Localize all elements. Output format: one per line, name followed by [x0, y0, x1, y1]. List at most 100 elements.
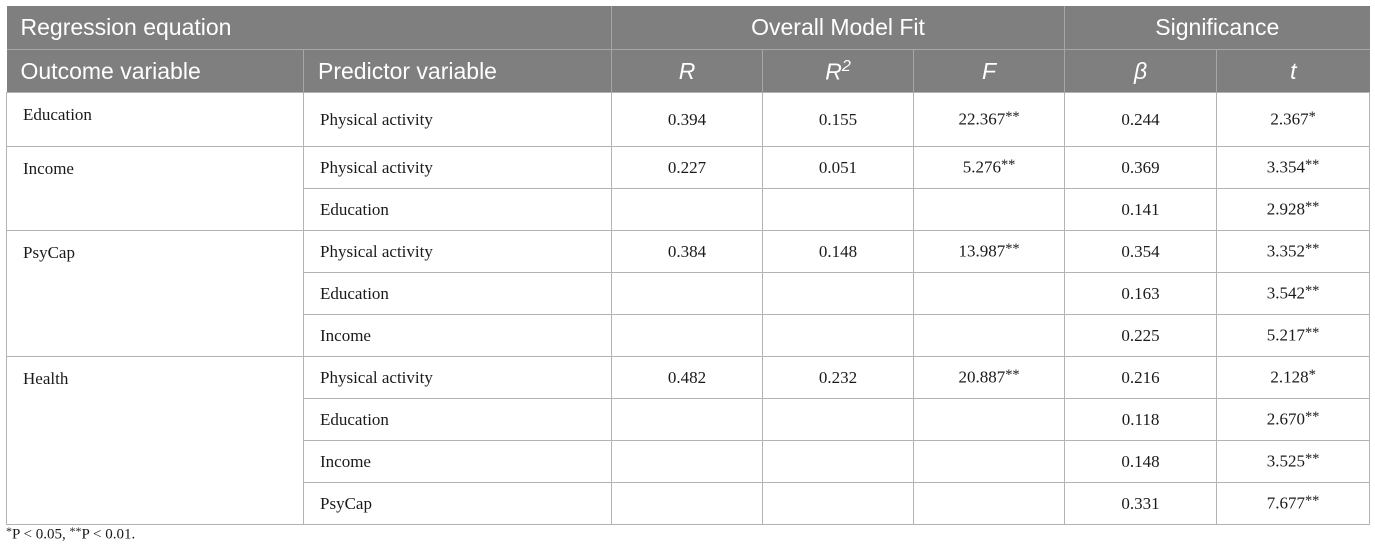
- header-beta: β: [1064, 49, 1218, 93]
- header-outcome-variable: Outcome variable: [6, 49, 304, 93]
- footnote-stars-2: **: [69, 524, 82, 538]
- predictor-cell: PsyCap: [302, 482, 613, 525]
- t-cell: 5.217**: [1216, 314, 1371, 357]
- r-cell: [611, 314, 764, 357]
- predictor-cell: Education: [302, 188, 613, 231]
- regression-table: Regression equation Overall Model Fit Si…: [6, 6, 1371, 525]
- predictor-cell: Physical activity: [303, 230, 613, 273]
- r-cell: [611, 188, 764, 231]
- table-row: Education 0.118 2.670**: [7, 398, 1371, 441]
- r2-cell: 0.155: [762, 92, 915, 147]
- t-value: 3.352: [1266, 241, 1305, 261]
- f-cell: [913, 314, 1066, 357]
- beta-cell: 0.225: [1064, 314, 1218, 357]
- t-value: 7.677: [1266, 493, 1305, 513]
- header-r-squared-exponent: 2: [841, 56, 851, 75]
- f-stars: **: [1005, 109, 1020, 126]
- r-cell: [611, 440, 764, 483]
- predictor-cell: Education: [302, 272, 613, 315]
- r-cell: [611, 398, 764, 441]
- t-value: 3.542: [1266, 283, 1305, 303]
- t-stars: *: [1308, 367, 1316, 384]
- t-stars: **: [1304, 283, 1320, 300]
- table-row: Income Physical activity 0.227 0.051 5.2…: [6, 146, 1371, 231]
- header-r-squared: R2: [762, 49, 915, 93]
- header-r: R: [611, 49, 764, 93]
- table-row: Education Physical activity 0.394 0.155 …: [6, 92, 1371, 147]
- t-cell: 3.354**: [1216, 146, 1371, 189]
- t-cell: 2.928**: [1216, 188, 1371, 231]
- f-cell: [913, 482, 1066, 525]
- table-body: Education Physical activity 0.394 0.155 …: [6, 92, 1371, 525]
- r-cell: 0.394: [611, 92, 764, 147]
- t-value: 2.128: [1270, 367, 1309, 387]
- header-significance: Significance: [1064, 6, 1370, 50]
- t-stars: **: [1304, 325, 1320, 342]
- footnote-stars-1: *: [6, 524, 12, 538]
- header-r-squared-base: R: [825, 58, 842, 85]
- predictor-cell: Education: [302, 398, 613, 441]
- r2-cell: 0.148: [762, 230, 915, 273]
- t-cell: 2.128*: [1216, 356, 1371, 399]
- beta-cell: 0.216: [1064, 356, 1218, 399]
- f-value: 5.276: [962, 157, 1001, 177]
- table-row: PsyCap Physical activity 0.384 0.148 13.…: [6, 230, 1371, 357]
- t-value: 2.670: [1266, 409, 1305, 429]
- t-stars: *: [1308, 109, 1316, 126]
- t-value: 5.217: [1266, 325, 1305, 345]
- t-value: 3.525: [1266, 451, 1305, 471]
- f-cell: [913, 272, 1066, 315]
- predictor-cell: Income: [302, 314, 613, 357]
- f-value: 20.887: [958, 367, 1006, 387]
- t-cell: 2.367*: [1216, 92, 1371, 147]
- outcome-cell: Education: [6, 92, 304, 147]
- t-value: 2.928: [1266, 199, 1305, 219]
- r2-cell: [762, 272, 915, 315]
- t-stars: **: [1304, 199, 1320, 216]
- beta-cell: 0.244: [1064, 92, 1218, 147]
- f-cell: 22.367**: [913, 92, 1066, 147]
- r-cell: [611, 482, 764, 525]
- t-stars: **: [1304, 451, 1320, 468]
- header-column-row: Outcome variable Predictor variable R R2…: [6, 49, 1370, 93]
- beta-cell: 0.163: [1064, 272, 1218, 315]
- header-regression-equation: Regression equation: [6, 6, 613, 50]
- t-stars: **: [1304, 409, 1320, 426]
- f-cell: 5.276**: [913, 146, 1066, 189]
- header-t: t: [1216, 49, 1370, 93]
- beta-cell: 0.141: [1064, 188, 1218, 231]
- table-footnote: *P < 0.05, **P < 0.01.: [6, 524, 135, 544]
- beta-cell: 0.148: [1064, 440, 1218, 483]
- table-row: Health Physical activity 0.482 0.232 20.…: [6, 356, 1371, 525]
- r-cell: 0.384: [611, 230, 764, 273]
- t-stars: **: [1304, 157, 1320, 174]
- t-value: 2.367: [1270, 109, 1309, 129]
- t-cell: 3.525**: [1216, 440, 1371, 483]
- r2-cell: [762, 314, 915, 357]
- f-cell: [913, 440, 1066, 483]
- table-row: PsyCap 0.331 7.677**: [7, 482, 1371, 525]
- beta-cell: 0.369: [1064, 146, 1218, 189]
- table-row: Income 0.225 5.217**: [7, 314, 1371, 357]
- f-cell: [913, 188, 1066, 231]
- r-cell: 0.482: [611, 356, 764, 399]
- r2-cell: [762, 440, 915, 483]
- f-stars: **: [1005, 367, 1020, 384]
- outcome-cell: Health: [6, 356, 304, 525]
- r2-cell: 0.232: [762, 356, 915, 399]
- t-stars: **: [1304, 493, 1320, 510]
- table-row: Income 0.148 3.525**: [7, 440, 1371, 483]
- t-cell: 3.542**: [1216, 272, 1371, 315]
- beta-cell: 0.118: [1064, 398, 1218, 441]
- r2-cell: [762, 188, 915, 231]
- header-predictor-variable: Predictor variable: [303, 49, 613, 93]
- r-cell: 0.227: [611, 146, 764, 189]
- r2-cell: [762, 398, 915, 441]
- t-cell: 7.677**: [1216, 482, 1371, 525]
- f-stars: **: [1000, 157, 1016, 174]
- predictor-cell: Physical activity: [303, 146, 613, 189]
- table-row: Education 0.163 3.542**: [7, 272, 1371, 315]
- regression-table-container: Regression equation Overall Model Fit Si…: [6, 6, 1371, 525]
- f-cell: 13.987**: [913, 230, 1066, 273]
- r2-cell: [762, 482, 915, 525]
